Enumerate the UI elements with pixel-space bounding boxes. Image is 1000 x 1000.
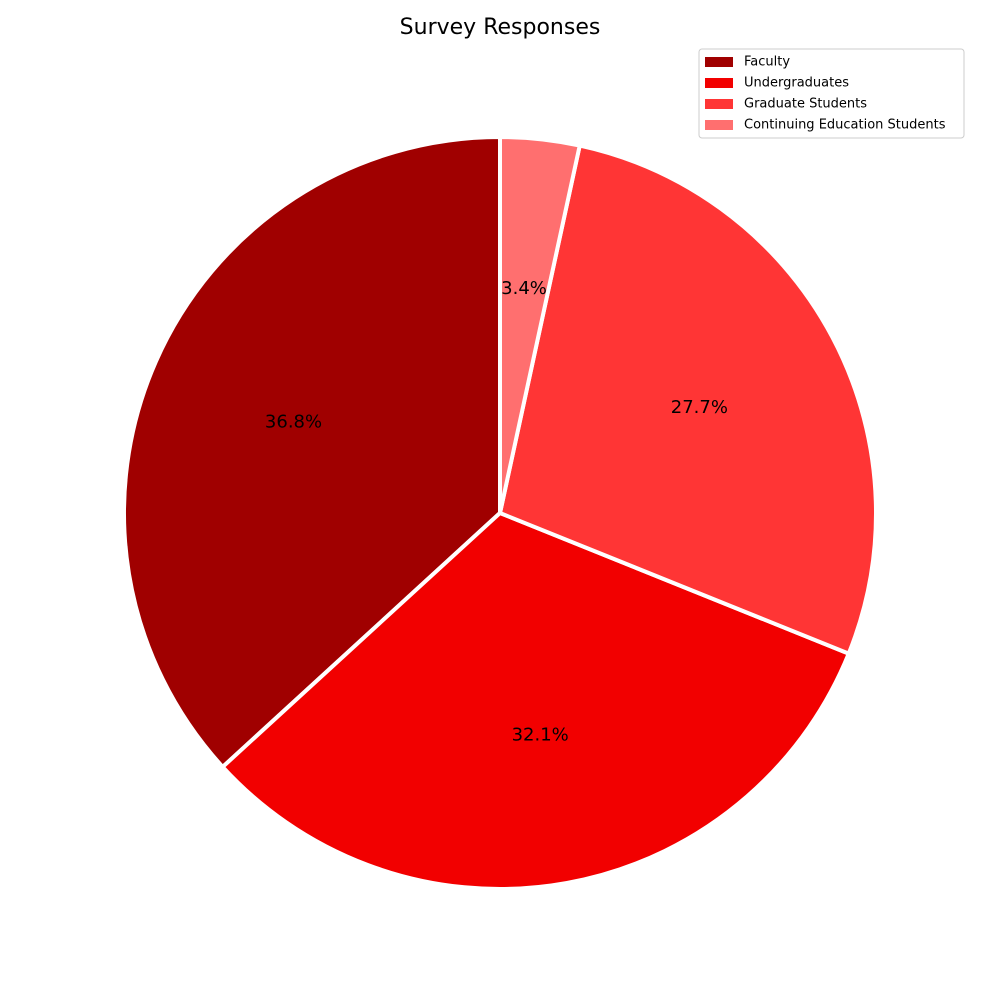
chart-title: Survey Responses <box>400 15 601 40</box>
legend-frame <box>698 48 965 139</box>
pie-slice-continuing-education-students <box>498 135 582 515</box>
legend: Faculty Undergraduates Graduate Students Co… <box>698 48 965 139</box>
legend-swatch-continuing-education-students <box>705 120 733 130</box>
pie-slice-undergraduates <box>220 511 851 891</box>
pie-slice-graduate-students <box>498 143 878 656</box>
legend-label-continuing-education-students: Continuing Education Students <box>744 118 946 133</box>
pie-slices <box>122 135 878 891</box>
legend-swatch-undergraduates <box>705 78 733 88</box>
pie-label-continuing-education-students: 3.4% <box>501 278 547 299</box>
legend-swatch-faculty <box>705 57 733 67</box>
pie-label-graduate-students: 27.7% <box>671 397 728 418</box>
legend-label-faculty: Faculty <box>744 55 790 70</box>
legend-label-graduate-students: Graduate Students <box>744 97 867 112</box>
legend-label-undergraduates: Undergraduates <box>744 76 849 91</box>
pie-percent-labels: 36.8% 32.1% 27.7% 3.4% <box>265 278 728 745</box>
legend-swatch-graduate-students <box>705 99 733 109</box>
pie-slice-faculty <box>122 135 502 769</box>
pie-label-faculty: 36.8% <box>265 412 322 433</box>
pie-label-undergraduates: 32.1% <box>512 724 569 745</box>
